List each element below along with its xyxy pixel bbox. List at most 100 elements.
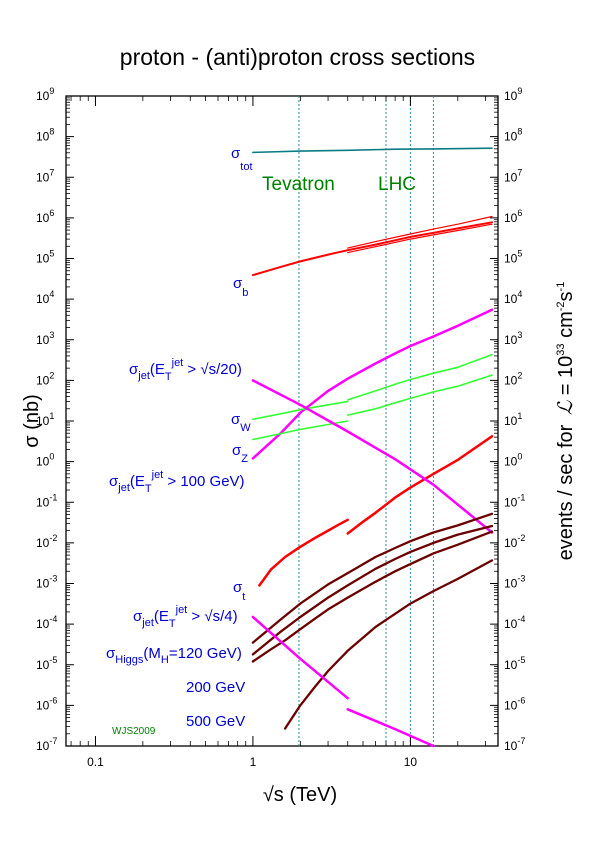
y-tick-label-right: 10-3 <box>504 574 525 591</box>
y-tick-exp: 8 <box>49 127 54 137</box>
y-tick-exp: 6 <box>49 208 54 218</box>
y-tick-label-right: 102 <box>504 370 522 387</box>
jet-100-open: (E <box>130 473 145 490</box>
sigma-t-label: σt <box>233 579 245 603</box>
y-tick-base: 10 <box>504 89 518 103</box>
y-tick-exp: -4 <box>49 614 57 624</box>
y-tick-label-right: 10-6 <box>504 695 525 712</box>
y-tick-label: 100 <box>36 452 54 469</box>
y-tick-base: 10 <box>504 292 518 306</box>
y-tick-label-right: 107 <box>504 167 522 184</box>
y-tick-label-right: 109 <box>504 86 522 103</box>
jet-s20-main: σ <box>129 361 139 378</box>
y-tick-base: 10 <box>504 455 518 469</box>
series-line-b <box>347 215 493 249</box>
sigma-jet-s4-label: σjet(ETjet > √s/4) <box>133 604 238 630</box>
y-tick-exp: -2 <box>49 533 57 543</box>
jet-s4-sub: jet <box>141 617 154 629</box>
y-tick-base: 10 <box>504 536 518 550</box>
jet-s20-sub2: T <box>165 371 172 383</box>
y-tick-exp: 7 <box>49 167 54 177</box>
y-tick-label-right: 105 <box>504 249 522 266</box>
series-line-top <box>251 524 494 656</box>
right-axis-text: events / sec for <box>555 424 577 560</box>
y-tick-base: 10 <box>36 414 50 428</box>
y-tick-exp: -7 <box>517 736 525 746</box>
y-tick-exp: -7 <box>49 736 57 746</box>
y-tick-exp: 1 <box>517 411 522 421</box>
y-tick-base: 10 <box>36 292 50 306</box>
y-tick-base: 10 <box>504 170 518 184</box>
y-tick-base: 10 <box>504 617 518 631</box>
sigma-z-sub: Z <box>241 453 248 465</box>
tevatron-label: Tevatron <box>262 174 335 195</box>
jet-s4-sup: jet <box>175 604 188 616</box>
y-tick-base: 10 <box>36 252 50 266</box>
y-tick-base: 10 <box>36 536 50 550</box>
collider-energy-lines <box>298 96 434 746</box>
y-tick-label: 103 <box>36 330 54 347</box>
sigma-jet-100-label: σjet(ETjet > 100 GeV) <box>109 469 245 495</box>
sigma-b-sub: b <box>242 287 248 299</box>
y-tick-base: 10 <box>36 698 50 712</box>
luminosity-exp1: 33 <box>555 343 567 355</box>
y-tick-exp: 9 <box>49 86 54 96</box>
y-tick-base: 10 <box>36 89 50 103</box>
luminosity-unit: cm <box>555 311 577 343</box>
y-tick-base: 10 <box>504 211 518 225</box>
y-tick-base: 10 <box>36 170 50 184</box>
series-line-w-z <box>346 353 493 401</box>
y-tick-base: 10 <box>504 698 518 712</box>
y-tick-exp: -5 <box>49 655 57 665</box>
y-tick-exp: -3 <box>49 574 57 584</box>
credit-label: WJS2009 <box>112 726 156 737</box>
y-tick-base: 10 <box>504 252 518 266</box>
y-tick-label: 102 <box>36 370 54 387</box>
y-tick-exp: 6 <box>517 208 522 218</box>
y-tick-exp: 9 <box>517 86 522 96</box>
jet-100-sup: jet <box>151 469 164 481</box>
y-tick-label-right: 10-4 <box>504 614 525 631</box>
sigma-t-sub: t <box>242 591 245 603</box>
x-tick-label: 0.1 <box>87 755 104 769</box>
x-tick-label: 1 <box>250 755 257 769</box>
jet-s4-open: (E <box>154 608 169 625</box>
y-tick-label: 10-3 <box>36 574 57 591</box>
y-tick-label: 104 <box>36 289 54 306</box>
series-line-jet-100 <box>346 435 494 535</box>
y-tick-base: 10 <box>504 414 518 428</box>
sigma-w-main: σ <box>231 411 241 428</box>
y-axis-title: σ (nb) <box>21 394 43 447</box>
higgs-200-label: 200 GeV <box>186 679 245 696</box>
series-line-jet-s20 <box>251 308 494 460</box>
jet-s4-close: > √s/4) <box>187 608 237 625</box>
y-tick-exp: -5 <box>517 655 525 665</box>
y-tick-label-right: 10-5 <box>504 655 525 672</box>
y-tick-exp: 7 <box>517 167 522 177</box>
jet-s20-close: > √s/20) <box>183 361 242 378</box>
y-tick-label: 10-5 <box>36 655 57 672</box>
y-tick-base: 10 <box>504 130 518 144</box>
y-tick-exp: 5 <box>49 249 54 259</box>
y-tick-label: 109 <box>36 86 54 103</box>
sigma-tot-sub: tot <box>240 161 252 173</box>
y-tick-label: 10-7 <box>36 736 57 753</box>
y-tick-label-right: 104 <box>504 289 522 306</box>
sigma-tot-label: σtot <box>231 145 253 173</box>
y-tick-exp: -1 <box>517 492 525 502</box>
jet-s20-sup: jet <box>171 357 184 369</box>
y-tick-exp: 0 <box>49 452 54 462</box>
sigma-w-label: σW <box>231 411 251 434</box>
y-tick-exp: -1 <box>49 492 57 502</box>
y-tick-label-right: 103 <box>504 330 522 347</box>
sigma-z-main: σ <box>232 442 242 459</box>
luminosity-exp2: -2 <box>555 301 567 311</box>
y-tick-base: 10 <box>504 373 518 387</box>
x-axis-title: √s (TeV) <box>263 784 337 806</box>
y-tick-label-right: 106 <box>504 208 522 225</box>
jet-s20-open: (E <box>150 361 165 378</box>
y-tick-base: 10 <box>36 211 50 225</box>
y-tick-label: 108 <box>36 127 54 144</box>
chart-title: proton - (anti)proton cross sections <box>119 44 476 70</box>
higgs-500-label: 500 GeV <box>186 713 245 730</box>
